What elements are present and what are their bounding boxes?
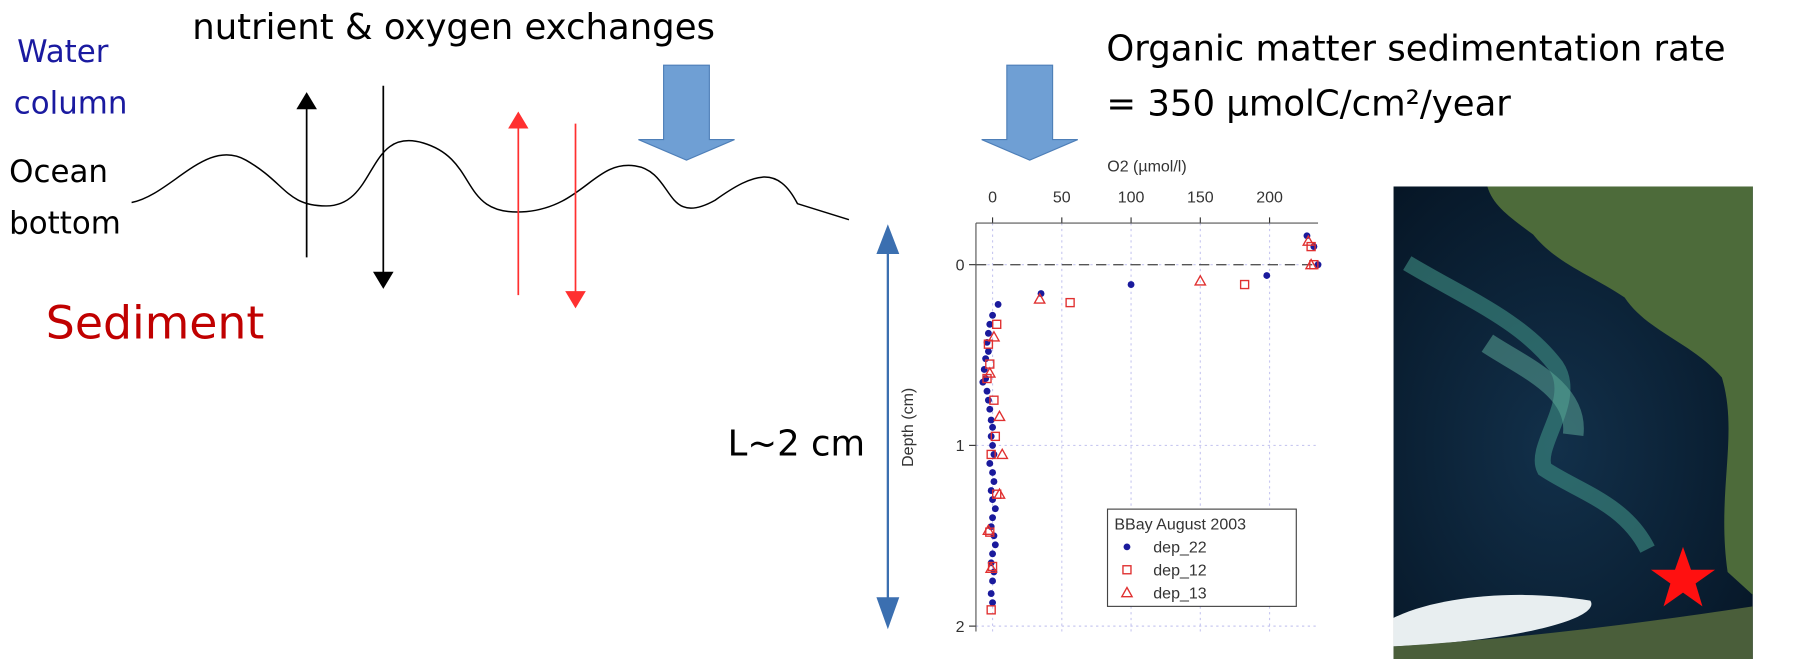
point — [1310, 243, 1318, 251]
point — [980, 366, 988, 373]
point — [1239, 279, 1250, 290]
label: bottom — [9, 205, 121, 241]
point — [989, 599, 996, 607]
site-star — [1650, 546, 1716, 607]
point — [983, 339, 994, 349]
x-axis-label: O2 (µmol/l) — [1107, 159, 1186, 176]
x-tick-label: 200 — [1256, 190, 1283, 207]
legend-marker — [1123, 543, 1131, 551]
y-tick-label: 1 — [956, 438, 965, 455]
flux-arrow — [638, 64, 735, 161]
point — [994, 300, 1002, 308]
point — [986, 320, 994, 328]
y-tick-label: 2 — [956, 619, 965, 636]
point — [1127, 281, 1135, 288]
label: column — [14, 85, 128, 121]
point — [989, 577, 996, 585]
label: L~2 cm — [728, 423, 865, 464]
point — [987, 330, 1001, 342]
label: = 350 µmolC/cm²/year — [1106, 84, 1511, 125]
point — [984, 396, 992, 404]
x-tick-label: 0 — [988, 190, 997, 207]
point — [990, 478, 998, 485]
chart: 0 50 100 150 200 0 1 2 O2 (µmol/l) Depth (cm) BBay… — [900, 159, 1322, 636]
point — [986, 460, 994, 467]
point — [986, 405, 994, 413]
point — [982, 523, 995, 536]
legend: BBay August 2003 dep_22 dep_12 dep_13 — [1106, 508, 1297, 607]
legend-label: dep_22 — [1153, 540, 1206, 557]
point — [995, 447, 1009, 460]
point — [984, 347, 992, 355]
satellite-image — [1393, 186, 1753, 659]
x-tick-label: 50 — [1053, 190, 1071, 207]
point — [991, 541, 999, 549]
point — [1065, 297, 1075, 308]
point — [986, 605, 996, 615]
legend-marker — [1122, 565, 1132, 575]
point — [991, 505, 999, 513]
point — [1263, 272, 1271, 279]
point — [989, 550, 996, 558]
point — [990, 431, 1001, 442]
point — [1304, 258, 1318, 270]
point — [989, 423, 996, 431]
point — [1193, 274, 1207, 286]
legend-marker — [1120, 586, 1134, 598]
y-axis-label: Depth (cm) — [900, 388, 917, 467]
point — [992, 319, 1002, 329]
point — [984, 329, 992, 337]
flux-arrow — [981, 64, 1078, 161]
point — [1302, 234, 1315, 246]
label: Water — [17, 34, 109, 70]
point — [993, 409, 1006, 422]
point — [989, 514, 996, 522]
point — [990, 450, 998, 458]
point — [989, 469, 996, 476]
legend-box — [1106, 508, 1297, 607]
diagram: Water column Ocean bottom Sediment nutri… — [9, 7, 1726, 630]
label: Ocean — [9, 154, 108, 190]
ocean-floor — [131, 140, 850, 221]
label: nutrient & oxygen exchanges — [192, 7, 715, 48]
point — [987, 590, 995, 598]
point — [989, 311, 996, 319]
point — [982, 373, 992, 384]
legend-title: BBay August 2003 — [1114, 517, 1246, 534]
x-tick-label: 100 — [1118, 190, 1145, 207]
point — [1033, 292, 1046, 304]
y-tick-label: 0 — [956, 257, 965, 274]
point — [983, 387, 991, 395]
legend-label: dep_13 — [1153, 585, 1206, 602]
legend-label: dep_12 — [1153, 562, 1206, 579]
point — [986, 449, 996, 460]
label: Sediment — [46, 297, 265, 350]
x-tick-label: 150 — [1187, 190, 1214, 207]
point — [989, 441, 996, 449]
point — [983, 366, 997, 378]
point — [987, 416, 995, 424]
point — [993, 487, 1006, 499]
point — [984, 561, 998, 573]
point — [989, 395, 999, 405]
point — [1306, 241, 1316, 252]
label: Organic matter sedimentation rate — [1106, 29, 1725, 70]
